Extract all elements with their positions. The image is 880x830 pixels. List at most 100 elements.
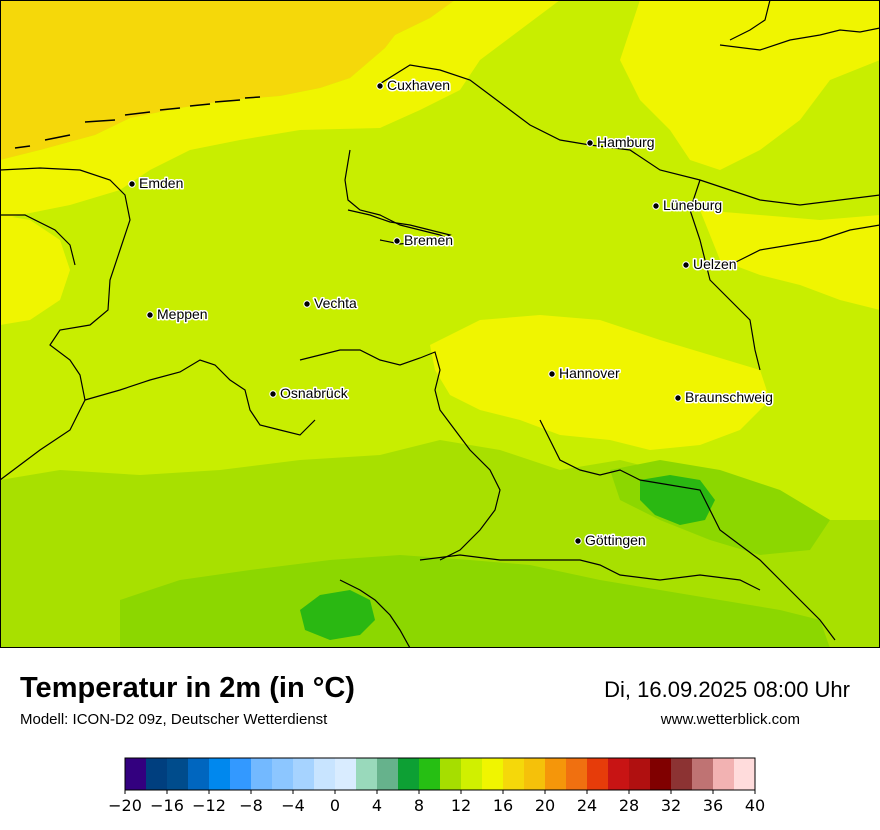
color-scale-tick-label: −16 [150, 796, 184, 815]
color-scale-swatch [713, 758, 735, 790]
city-label: Bremen [404, 232, 453, 248]
color-scale-tick-label: −8 [239, 796, 263, 815]
color-scale-swatch [461, 758, 483, 790]
west-border [0, 167, 131, 481]
color-scale-tick-label: −4 [281, 796, 305, 815]
color-scale-swatch [566, 758, 588, 790]
color-scale-tick-label: 8 [414, 796, 424, 815]
borders [0, 0, 880, 648]
temperature-zone-coast [0, 0, 560, 220]
city-dot-11 [574, 537, 582, 545]
color-scale-ticks: −20 −16 −12 −8 −4 0 4 8 12 16 20 24 28 32 36 40 [108, 790, 765, 815]
color-scale-tick-label: 12 [451, 796, 471, 815]
color-scale-swatch [440, 758, 462, 790]
northeast-border-2 [729, 0, 771, 41]
color-scale-swatch [524, 758, 546, 790]
city-label: Osnabrück [280, 385, 349, 401]
island-1 [14, 145, 31, 149]
color-scale-swatch [692, 758, 714, 790]
east-border [719, 224, 880, 271]
color-scale-swatch [335, 758, 357, 790]
city-label: Hamburg [597, 134, 655, 150]
south-border [539, 419, 836, 641]
city-label: Hannover [559, 365, 620, 381]
color-scale-tick-label: 40 [745, 796, 765, 815]
east-border-2 [689, 179, 761, 371]
color-scale-swatch [650, 758, 672, 790]
color-scale-swatch [734, 758, 756, 790]
city-label: Cuxhaven [387, 77, 450, 93]
color-scale-swatch [482, 758, 504, 790]
color-scale-swatch [419, 758, 441, 790]
color-scale-swatch [356, 758, 378, 790]
temperature-zone-south [120, 555, 830, 648]
city-dot-0 [376, 82, 384, 90]
color-scale-tick-label: 20 [535, 796, 555, 815]
city-label: Emden [139, 175, 183, 191]
islands [14, 96, 261, 149]
website-link[interactable]: www.wetterblick.com [660, 711, 800, 728]
city-label: Braunschweig [685, 389, 773, 405]
island-8 [244, 96, 261, 99]
color-scale-tick-label: 28 [619, 796, 639, 815]
color-scale-tick-label: −12 [192, 796, 226, 815]
color-scale-swatch [629, 758, 651, 790]
city-label: Uelzen [693, 256, 737, 272]
city-dot-1 [586, 139, 594, 147]
bremen-outline [347, 209, 452, 245]
forecast-datetime: Di, 16.09.2025 08:00 Uhr [604, 677, 850, 702]
color-scale-swatch [230, 758, 252, 790]
island-5 [159, 107, 181, 111]
temperature-zone-hannover [430, 315, 770, 450]
sw-border [339, 579, 411, 648]
city-label: Lüneburg [663, 197, 722, 213]
temperature-zone-west [0, 215, 70, 325]
color-scale-swatch [587, 758, 609, 790]
weser-estuary [344, 149, 451, 241]
color-scale-tick-label: 32 [661, 796, 681, 815]
color-scale-swatch [146, 758, 168, 790]
color-scale-tick-label: −20 [108, 796, 142, 815]
color-scale-tick-label: 36 [703, 796, 723, 815]
color-scale-swatch [377, 758, 399, 790]
city-dot-3 [652, 202, 660, 210]
color-scale-swatch [671, 758, 693, 790]
color-scale-tick-label: 0 [330, 796, 340, 815]
color-scale-swatch [293, 758, 315, 790]
color-scale-swatch [272, 758, 294, 790]
color-scale-swatch [251, 758, 273, 790]
goettingen-border [419, 554, 761, 591]
city-label: Göttingen [585, 532, 646, 548]
temperature-zone-harz-core [640, 475, 715, 525]
color-scale-swatch [188, 758, 210, 790]
city-label: Vechta [314, 295, 357, 311]
island-6 [189, 103, 211, 107]
temperature-map: Cuxhaven Hamburg Emden Lüneburg Bremen Uelzen… [0, 0, 880, 648]
color-scale-tick-label: 24 [577, 796, 597, 815]
central-border [299, 349, 501, 561]
color-scale-frame [124, 757, 756, 791]
temperature-zone-southwest-core [300, 590, 375, 640]
color-scale-swatch [167, 758, 189, 790]
color-scale-swatch [209, 758, 231, 790]
color-scale: −20 −16 −12 −8 −4 0 4 8 12 16 20 24 28 32 36 40 [108, 757, 765, 815]
island-3 [84, 119, 116, 123]
color-scale-swatch [125, 758, 147, 790]
color-scale-bars [124, 757, 756, 791]
city-dot-7 [303, 300, 311, 308]
color-scale-swatch [398, 758, 420, 790]
city-dot-5 [682, 261, 690, 269]
city-dot-4 [393, 237, 401, 245]
color-scale-tick-label: 4 [372, 796, 382, 815]
city-dot-6 [146, 311, 154, 319]
model-source: Modell: ICON-D2 09z, Deutscher Wetterdie… [20, 711, 328, 728]
northeast-border [719, 27, 880, 51]
map-title: Temperatur in 2m (in °C) [20, 672, 355, 704]
island-2 [44, 134, 71, 141]
ems-border [0, 214, 76, 266]
city-label: Meppen [157, 306, 208, 322]
city-markers: Cuxhaven Hamburg Emden Lüneburg Bremen Uelzen… [128, 76, 774, 550]
color-scale-swatch [545, 758, 567, 790]
osnabrueck-border [84, 359, 316, 436]
color-scale-swatch [503, 758, 525, 790]
